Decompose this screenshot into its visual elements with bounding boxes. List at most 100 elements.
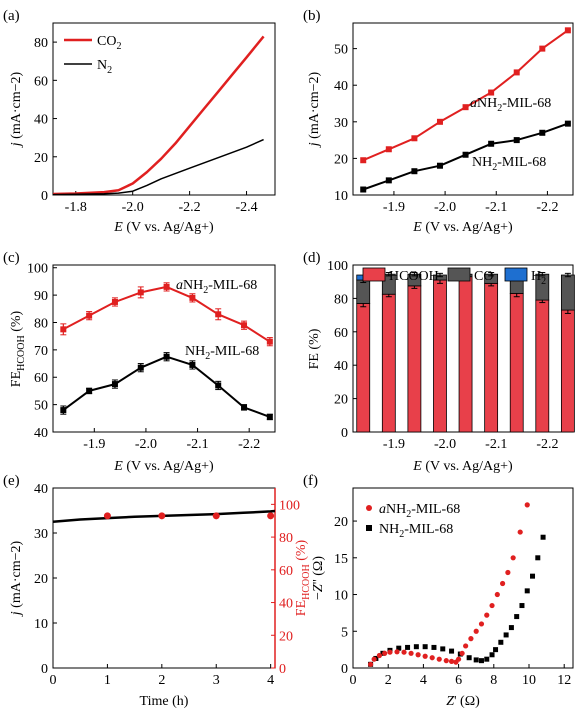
bar-HCOOH	[381, 293, 396, 433]
x-tick-label: 2	[158, 673, 165, 688]
y2-tick-label: 80	[279, 531, 293, 546]
data-point	[111, 298, 118, 305]
x-tick-label: -2.2	[536, 437, 558, 452]
data-point	[266, 413, 273, 420]
panel-label: (e)	[3, 473, 20, 489]
y-tick-label: 80	[34, 316, 48, 331]
data-point	[86, 312, 93, 319]
y-tick-label: 80	[34, 36, 48, 51]
data-point	[360, 186, 367, 193]
x-tick-label: -2.1	[485, 437, 507, 452]
x-axis-label: E (V vs. Ag/Ag+)	[113, 220, 214, 235]
y-tick-label: 0	[341, 426, 348, 441]
y-tick-label: 70	[34, 344, 48, 359]
data-point	[60, 326, 67, 333]
y-tick-label: 0	[41, 189, 48, 204]
legend-label-n2: N2	[97, 58, 112, 76]
y-tick-label: 30	[34, 527, 48, 542]
bar-HCOOH	[458, 276, 473, 433]
data-point-nh2	[540, 534, 546, 540]
y-tick-label: 20	[334, 152, 348, 167]
data-point	[60, 407, 67, 414]
x-tick-label: 0	[50, 673, 57, 688]
data-point-nh2	[473, 657, 479, 663]
data-point	[436, 162, 443, 169]
y-tick-label: 40	[34, 113, 48, 128]
data-point-anh2	[510, 555, 516, 561]
data-point-anh2	[408, 650, 414, 656]
bar-HCOOH	[535, 299, 550, 433]
legend-label-co: CO	[474, 269, 493, 284]
data-point	[513, 137, 520, 144]
data-point-nh2	[405, 644, 411, 650]
series-line-CO₂	[52, 35, 265, 196]
data-point	[564, 120, 571, 127]
legend-marker-anh2	[366, 505, 372, 511]
y-tick-label: 60	[34, 371, 48, 386]
data-point	[411, 135, 418, 142]
x-axis-label: Z' (Ω)	[446, 694, 480, 709]
data-point	[385, 177, 392, 184]
data-point	[86, 387, 93, 394]
x-tick-label: -2.1	[186, 437, 208, 452]
y-tick-label: 90	[34, 289, 48, 304]
bar-HCOOH	[407, 285, 422, 433]
data-point-fe	[267, 512, 275, 520]
y2-tick-label: 20	[279, 629, 293, 644]
data-point-fe	[103, 512, 111, 520]
data-point	[462, 104, 469, 111]
data-point-nh2	[413, 644, 419, 650]
data-point	[137, 289, 144, 296]
data-point-nh2	[431, 644, 437, 650]
data-point-anh2	[505, 569, 511, 576]
data-point-anh2	[524, 502, 530, 508]
y2-tick-label: 0	[279, 662, 286, 677]
legend-swatch	[504, 267, 528, 282]
data-point	[360, 157, 367, 164]
data-point	[539, 129, 546, 136]
series-line-N₂	[52, 138, 264, 196]
data-point	[488, 140, 495, 147]
y2-tick-label: 60	[279, 564, 293, 579]
x-tick-label: -1.9	[383, 437, 405, 452]
panel-label: (c)	[3, 250, 20, 266]
data-point	[266, 338, 273, 345]
series-label-anh2: aNH2-MIL-68	[470, 96, 551, 114]
y-tick-label: 10	[34, 617, 48, 632]
legend-label-h2: H2	[531, 269, 546, 287]
x-tick-label: 3	[213, 673, 220, 688]
data-point-nh2	[466, 655, 472, 661]
bar-CO	[560, 274, 575, 311]
data-point-nh2	[484, 656, 490, 662]
data-point-anh2	[494, 591, 500, 598]
data-point-anh2	[473, 628, 479, 634]
y-tick-label: 20	[34, 151, 48, 166]
data-point-fe	[158, 512, 166, 520]
bar-CO	[356, 279, 371, 304]
data-point	[189, 294, 196, 301]
data-point	[189, 361, 196, 368]
data-point-fe	[212, 512, 220, 520]
series-line-NH₂-MIL-68	[62, 355, 271, 418]
data-point	[241, 404, 248, 411]
plot-frame-5	[352, 487, 574, 669]
data-point-nh2	[519, 603, 525, 609]
data-point	[163, 353, 170, 360]
data-point-anh2	[517, 529, 523, 535]
data-point	[564, 27, 571, 34]
y-axis-label: −Z'' (Ω)	[311, 556, 326, 600]
data-point	[385, 146, 392, 153]
data-point-anh2	[401, 649, 407, 655]
data-point-nh2	[508, 625, 514, 631]
panel-label: (b)	[303, 8, 321, 24]
y-tick-label: 40	[34, 482, 48, 497]
data-point-anh2	[478, 621, 485, 627]
data-point-anh2	[394, 649, 400, 655]
legend-label-hcooh: HCOOH	[389, 269, 439, 284]
y-axis-label: FE (%)	[307, 328, 322, 369]
y2-tick-label: 100	[279, 498, 300, 513]
panel-label: (a)	[3, 8, 20, 24]
x-tick-label: 4	[267, 673, 274, 688]
data-point-anh2	[468, 636, 474, 642]
y-tick-label: 10	[334, 189, 348, 204]
